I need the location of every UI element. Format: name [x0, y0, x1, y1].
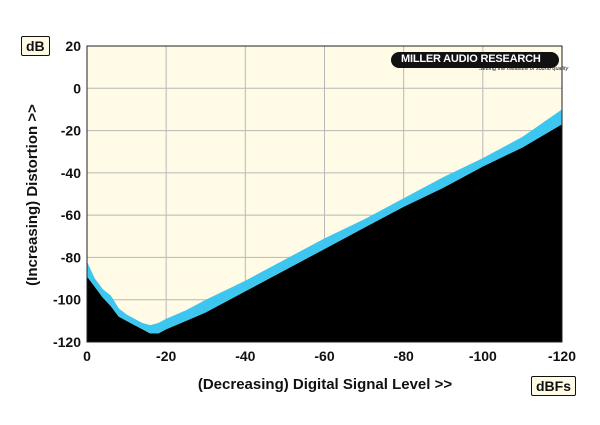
x-tick-label: -100: [469, 348, 497, 364]
x-tick-label: -20: [156, 348, 176, 364]
y-tick-label: -80: [61, 249, 81, 265]
y-tick-label: -120: [53, 334, 81, 350]
x-tick-label: -40: [235, 348, 255, 364]
logo-badge: MILLER AUDIO RESEARCH: [391, 52, 559, 68]
y-tick-label: 0: [73, 80, 81, 96]
y-axis-title: (Increasing) Distortion >>: [24, 104, 41, 286]
x-tick-label: -60: [314, 348, 334, 364]
logo-tagline: Setting the measure of sound quality: [479, 66, 569, 72]
x-tick-label: -120: [548, 348, 576, 364]
y-unit-label: dB: [21, 36, 50, 56]
logo-name: MILLER AUDIO RESEARCH: [401, 53, 541, 65]
y-tick-label: 20: [65, 38, 81, 54]
y-tick-label: -60: [61, 207, 81, 223]
distortion-floor-fill: [87, 124, 562, 342]
y-tick-label: -20: [61, 123, 81, 139]
y-tick-label: -100: [53, 292, 81, 308]
x-tick-label: 0: [83, 348, 91, 364]
x-axis-title: (Decreasing) Digital Signal Level >>: [198, 376, 452, 393]
x-tick-label: -80: [394, 348, 414, 364]
plot-border: [86, 45, 563, 343]
miller-audio-research-logo: MILLER AUDIO RESEARCH Setting the measur…: [391, 52, 568, 74]
x-unit-label: dBFs: [531, 376, 576, 396]
x-tick-labels: 0 -20 -40 -60 -80 -100 -120: [83, 348, 576, 364]
y-tick-labels: 20 0 -20 -40 -60 -80 -100 -120: [53, 38, 81, 350]
y-tick-label: -40: [61, 165, 81, 181]
